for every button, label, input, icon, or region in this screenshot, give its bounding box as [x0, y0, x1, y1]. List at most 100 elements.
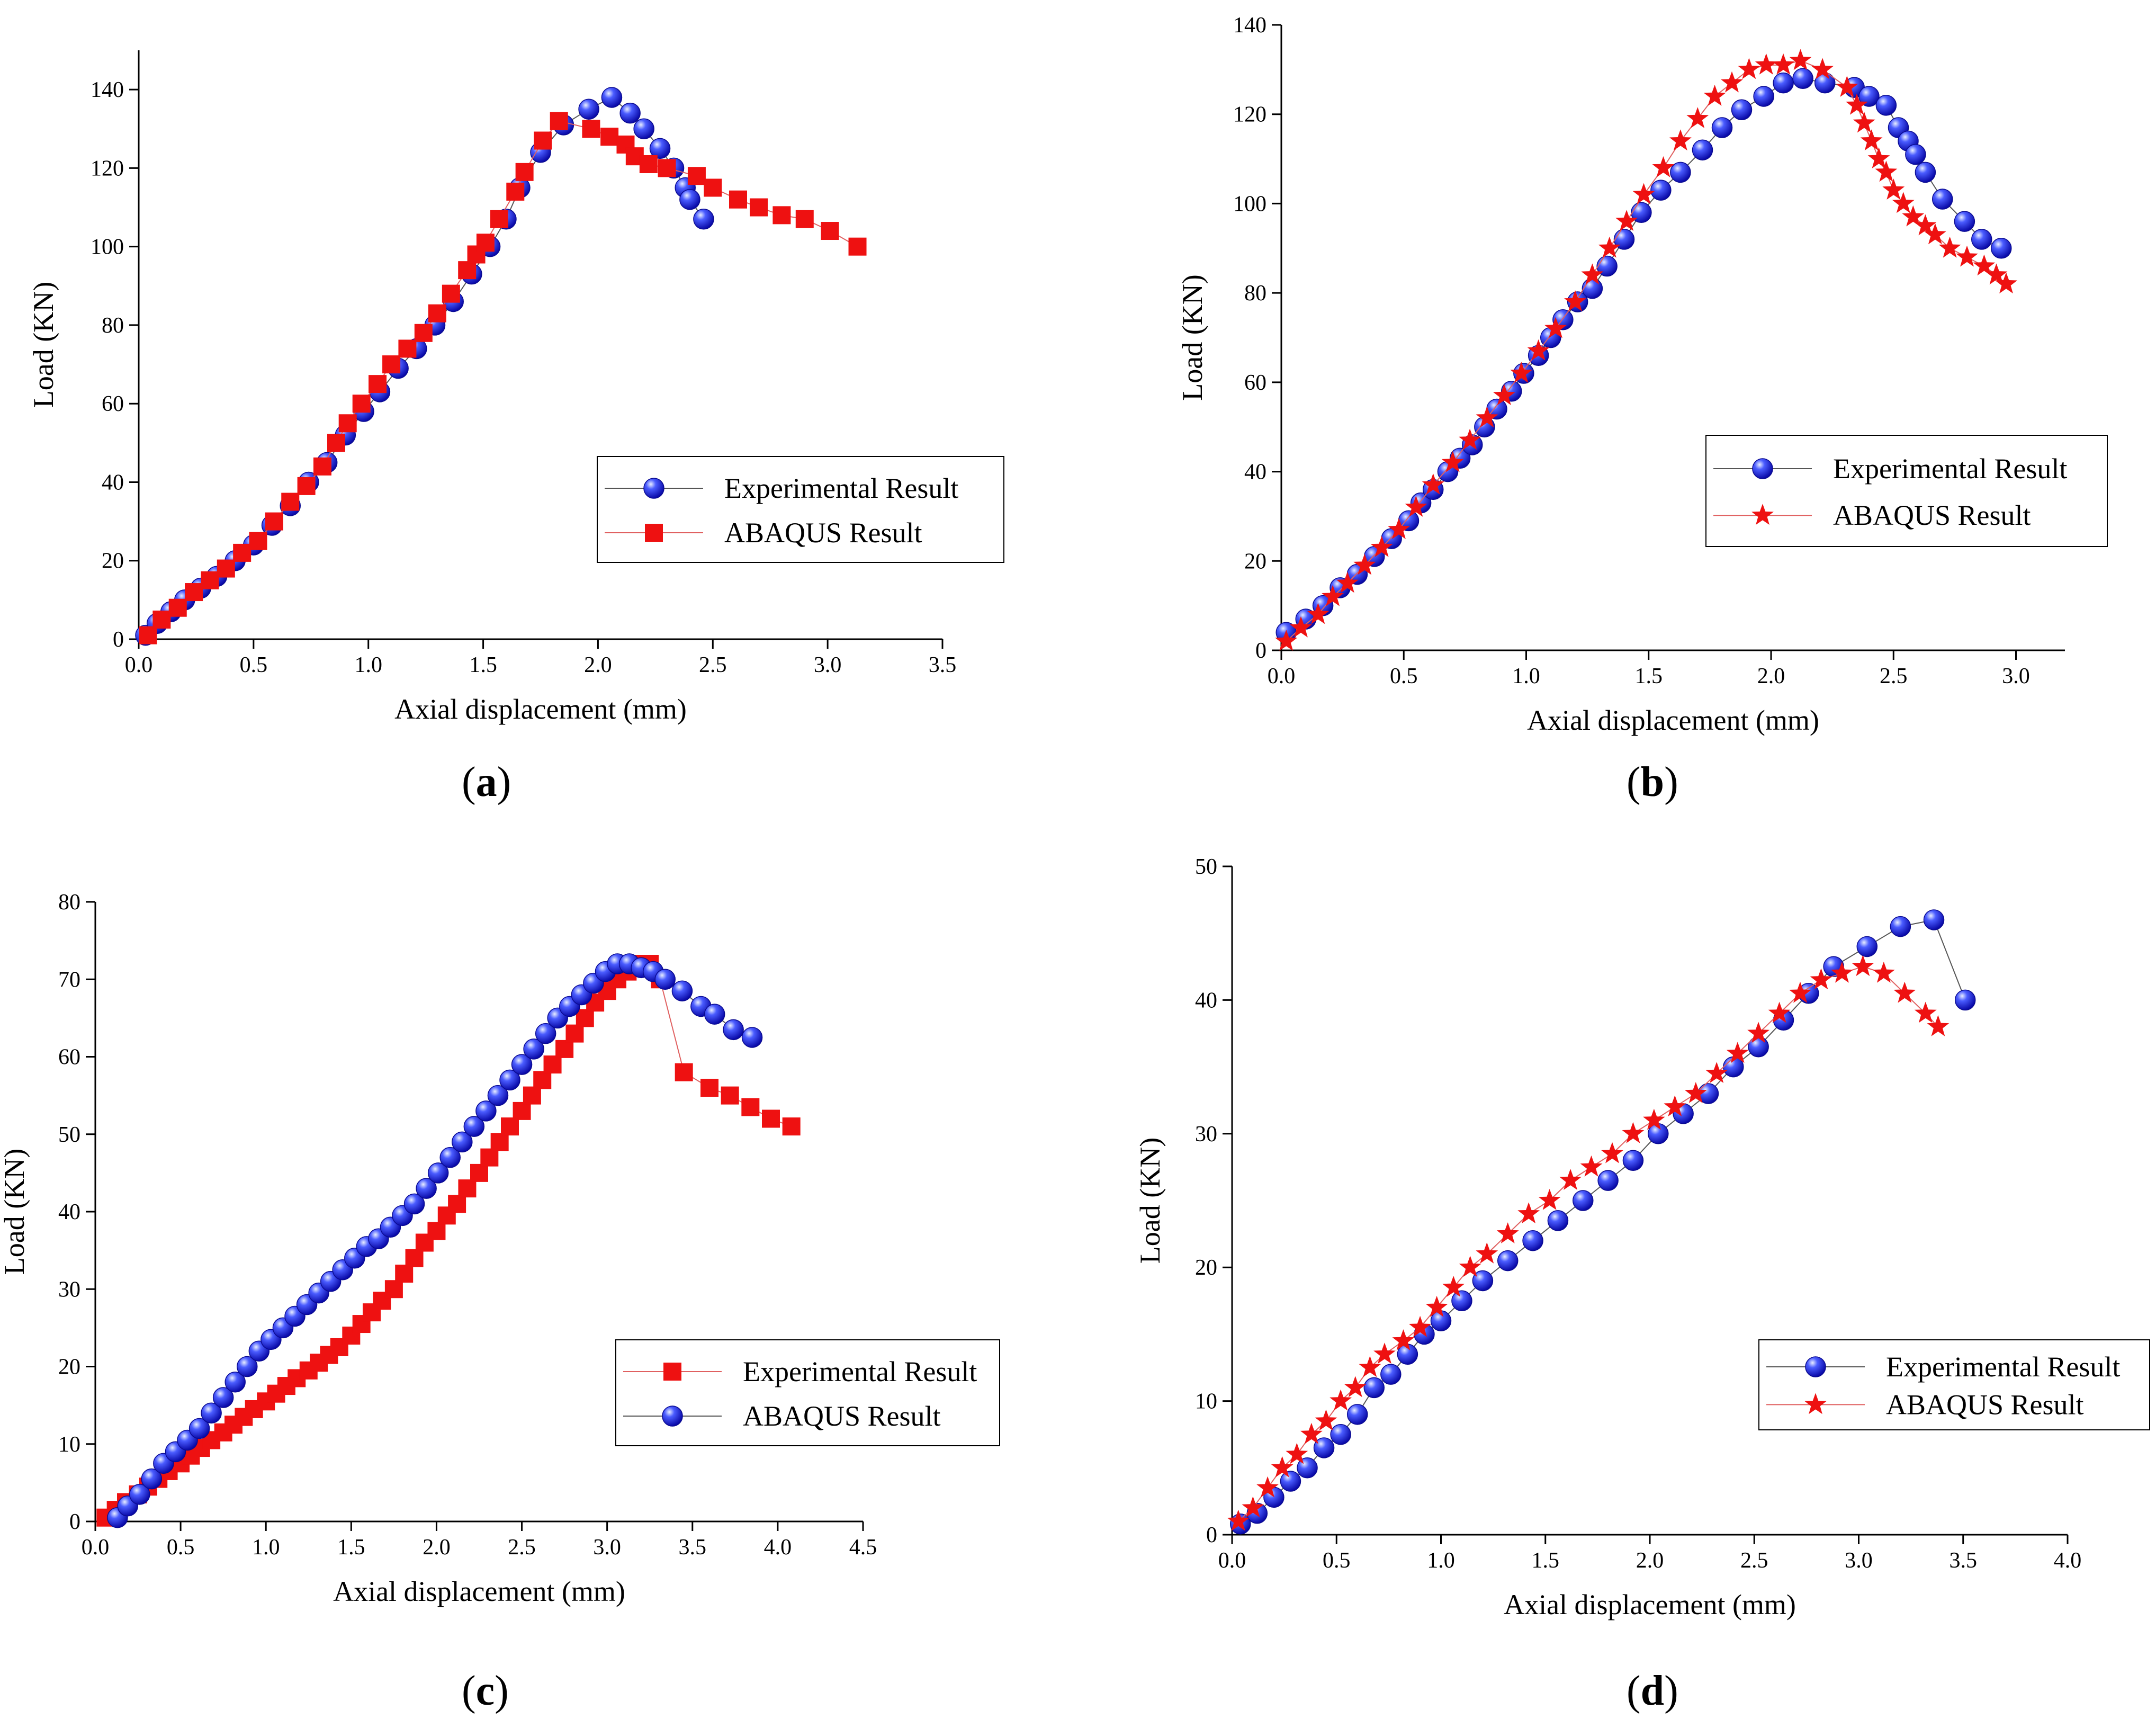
- data-point: [384, 1280, 403, 1299]
- data-point: [1388, 518, 1410, 539]
- chart-panel-b: 0.0 0.5 1.0 1.5 2.0 2.5 3.0 0 20 40 60 80 100 120 140 A…: [1176, 13, 2108, 736]
- data-point: [1256, 1476, 1279, 1498]
- legend: Experimental Result ABAQUS Result: [1758, 1339, 2150, 1430]
- data-point: [533, 1071, 552, 1089]
- x-tick-label: 1.0: [252, 1535, 280, 1560]
- data-point: [237, 1356, 258, 1377]
- y-tick-label: 30: [58, 1277, 80, 1302]
- data-point: [1932, 189, 1953, 210]
- panel-caption-a: (a): [462, 759, 511, 805]
- data-point: [1517, 1202, 1540, 1223]
- panel-caption-c: (c): [462, 1668, 509, 1714]
- data-point: [782, 1117, 801, 1136]
- data-point: [1836, 76, 1858, 97]
- data-point: [490, 210, 508, 228]
- data-point: [139, 626, 157, 644]
- data-point: [600, 128, 619, 146]
- legend: Experimental Result ABAQUS Result: [597, 456, 1004, 563]
- x-tick-label: 2.0: [423, 1535, 451, 1560]
- data-point: [1631, 202, 1652, 223]
- data-point: [523, 1038, 544, 1060]
- data-point: [762, 1109, 780, 1128]
- data-point: [1451, 1290, 1472, 1312]
- y-tick-label: 0: [1255, 639, 1266, 663]
- legend-marker: [1805, 1356, 1826, 1377]
- data-point: [1493, 384, 1515, 405]
- data-point: [1914, 214, 1937, 236]
- y-axis-title: Load (KN): [28, 282, 59, 408]
- data-point: [265, 512, 283, 531]
- x-tick-label: 0.5: [240, 653, 268, 677]
- data-point: [515, 163, 534, 181]
- x-tick-label: 0.0: [125, 653, 153, 677]
- data-point: [1915, 162, 1936, 183]
- x-tick-label: 4.0: [764, 1535, 792, 1560]
- data-point: [658, 159, 676, 177]
- data-point: [1632, 183, 1655, 204]
- data-point: [1547, 1210, 1569, 1231]
- data-point: [821, 222, 839, 240]
- y-axis-title: Load (KN): [1176, 274, 1208, 400]
- data-point: [1875, 95, 1897, 116]
- data-point: [1902, 205, 1925, 227]
- data-point: [458, 261, 477, 280]
- y-tick-label: 0: [69, 1510, 80, 1534]
- data-point: [1573, 1190, 1594, 1211]
- x-tick-label: 1.0: [1427, 1548, 1455, 1573]
- data-point: [1726, 1042, 1749, 1063]
- data-point: [1476, 406, 1498, 428]
- y-tick-label: 140: [1233, 13, 1266, 38]
- data-point: [1346, 1404, 1368, 1425]
- series-line: [1286, 60, 2007, 642]
- data-point: [1409, 1315, 1431, 1337]
- data-point: [369, 375, 387, 393]
- data-point: [1810, 968, 1832, 990]
- x-tick-label: 2.5: [1880, 664, 1908, 688]
- data-point: [1858, 86, 1880, 107]
- data-point: [201, 571, 219, 589]
- legend-label: ABAQUS Result: [1886, 1389, 2084, 1420]
- data-point: [1441, 451, 1464, 472]
- data-point: [1705, 1062, 1728, 1083]
- data-point: [1995, 272, 2017, 294]
- y-tick-label: 20: [102, 549, 124, 574]
- x-tick-label: 3.5: [929, 653, 957, 677]
- data-point: [1582, 277, 1603, 299]
- legend-box: [597, 456, 1004, 563]
- x-tick-label: 2.5: [1740, 1548, 1768, 1573]
- data-point: [403, 1193, 425, 1215]
- data-point: [1954, 989, 1976, 1011]
- data-point: [327, 434, 345, 452]
- data-point: [476, 234, 495, 252]
- data-point: [463, 1116, 485, 1137]
- x-tick-label: 3.0: [1845, 1548, 1873, 1573]
- data-point: [534, 131, 552, 150]
- x-tick-label: 3.0: [814, 653, 842, 677]
- data-point: [1580, 1155, 1603, 1177]
- data-point: [1991, 238, 2012, 259]
- data-point: [188, 1418, 210, 1439]
- data-point: [723, 1019, 744, 1041]
- data-point: [201, 1402, 222, 1423]
- y-tick-label: 20: [58, 1355, 80, 1380]
- data-point: [480, 1148, 499, 1167]
- data-point: [448, 1195, 466, 1213]
- data-point: [704, 1004, 725, 1025]
- data-point: [1329, 1389, 1352, 1411]
- data-point: [1852, 955, 1874, 977]
- data-point: [382, 355, 401, 374]
- data-point: [487, 1085, 509, 1106]
- data-point: [649, 138, 671, 159]
- data-point: [550, 112, 568, 130]
- legend-marker: [1751, 504, 1774, 525]
- data-point: [1307, 603, 1329, 624]
- legend-label: ABAQUS Result: [724, 517, 922, 549]
- data-point: [1892, 192, 1915, 213]
- data-point: [1684, 1082, 1707, 1103]
- data-point: [129, 1484, 150, 1505]
- panel-caption-d: (d): [1627, 1668, 1678, 1714]
- x-tick-label: 0.0: [82, 1535, 110, 1560]
- data-point: [1336, 571, 1359, 593]
- y-tick-label: 140: [91, 78, 124, 102]
- data-point: [224, 1372, 246, 1393]
